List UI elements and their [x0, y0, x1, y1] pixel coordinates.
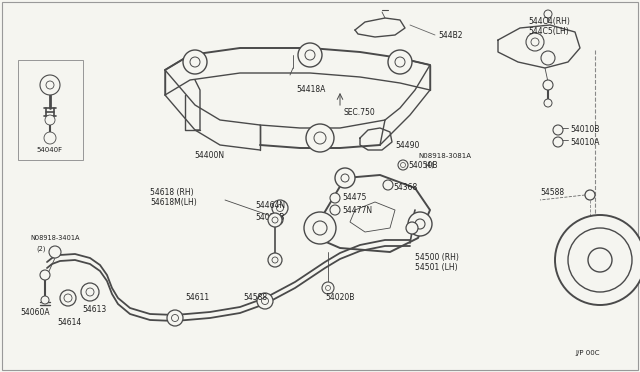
Circle shape	[526, 33, 544, 51]
Circle shape	[40, 270, 50, 280]
Circle shape	[272, 200, 288, 216]
Text: N08918-3401A: N08918-3401A	[30, 235, 79, 241]
Circle shape	[86, 288, 94, 296]
Circle shape	[60, 290, 76, 306]
Circle shape	[398, 160, 408, 170]
Text: 54475: 54475	[342, 193, 366, 202]
Circle shape	[167, 310, 183, 326]
Circle shape	[276, 205, 284, 212]
Text: 54588: 54588	[540, 188, 564, 197]
Circle shape	[335, 168, 355, 188]
Circle shape	[305, 50, 315, 60]
Circle shape	[322, 282, 334, 294]
Text: 54010B: 54010B	[570, 125, 600, 134]
Bar	[18, 60, 83, 160]
Text: 54477N: 54477N	[342, 206, 372, 215]
Circle shape	[415, 219, 425, 229]
Circle shape	[49, 246, 61, 258]
Text: 544C5(LH): 544C5(LH)	[528, 27, 569, 36]
Circle shape	[313, 221, 327, 235]
Circle shape	[330, 205, 340, 215]
Text: 544C4(RH): 544C4(RH)	[528, 17, 570, 26]
Text: 54020B: 54020B	[325, 293, 355, 302]
Circle shape	[388, 50, 412, 74]
Circle shape	[273, 215, 283, 225]
Text: 54490: 54490	[395, 141, 419, 150]
Circle shape	[553, 137, 563, 147]
Text: 54400N: 54400N	[194, 151, 224, 160]
Text: 54613: 54613	[82, 305, 106, 314]
Circle shape	[268, 253, 282, 267]
Circle shape	[555, 215, 640, 305]
Circle shape	[64, 294, 72, 302]
Circle shape	[298, 43, 322, 67]
Text: (4): (4)	[424, 162, 434, 169]
Circle shape	[330, 193, 340, 203]
Text: 54060A: 54060A	[20, 308, 50, 317]
Text: J/P 00C: J/P 00C	[575, 350, 600, 356]
Circle shape	[81, 283, 99, 301]
Circle shape	[568, 228, 632, 292]
Circle shape	[543, 80, 553, 90]
Circle shape	[408, 212, 432, 236]
Text: 54368: 54368	[393, 183, 417, 192]
Circle shape	[588, 248, 612, 272]
Text: 54614: 54614	[57, 318, 81, 327]
Circle shape	[304, 212, 336, 244]
Circle shape	[401, 163, 406, 167]
Circle shape	[544, 99, 552, 107]
Circle shape	[172, 314, 179, 321]
Text: 544B2: 544B2	[438, 31, 463, 40]
Circle shape	[257, 293, 273, 309]
Circle shape	[262, 298, 269, 305]
Text: 54611: 54611	[185, 293, 209, 302]
Circle shape	[40, 75, 60, 95]
Circle shape	[326, 285, 330, 291]
Text: 54618 (RH): 54618 (RH)	[150, 188, 194, 197]
Text: 54010B: 54010B	[255, 213, 284, 222]
Circle shape	[268, 213, 282, 227]
Circle shape	[183, 50, 207, 74]
Circle shape	[541, 51, 555, 65]
Text: 54050B: 54050B	[408, 161, 438, 170]
Text: 54418A: 54418A	[296, 85, 325, 94]
Circle shape	[585, 190, 595, 200]
Text: 54501 (LH): 54501 (LH)	[415, 263, 458, 272]
Circle shape	[46, 81, 54, 89]
Circle shape	[41, 296, 49, 304]
Circle shape	[531, 38, 539, 46]
Circle shape	[553, 125, 563, 135]
Circle shape	[272, 217, 278, 223]
Circle shape	[544, 10, 552, 18]
Text: 54010A: 54010A	[570, 138, 600, 147]
Text: 54500 (RH): 54500 (RH)	[415, 253, 459, 262]
Circle shape	[45, 115, 55, 125]
Circle shape	[272, 257, 278, 263]
Text: 54618M(LH): 54618M(LH)	[150, 198, 196, 207]
Circle shape	[341, 174, 349, 182]
Text: 54040F: 54040F	[36, 147, 62, 153]
Circle shape	[383, 180, 393, 190]
Circle shape	[406, 222, 418, 234]
Text: SEC.750: SEC.750	[344, 108, 376, 117]
Circle shape	[306, 124, 334, 152]
Circle shape	[314, 132, 326, 144]
Text: 54588: 54588	[243, 293, 267, 302]
Circle shape	[395, 57, 405, 67]
Text: (2): (2)	[36, 245, 45, 251]
Text: 54464N: 54464N	[255, 201, 285, 210]
Text: N08918-3081A: N08918-3081A	[418, 153, 471, 159]
Circle shape	[190, 57, 200, 67]
Circle shape	[44, 132, 56, 144]
